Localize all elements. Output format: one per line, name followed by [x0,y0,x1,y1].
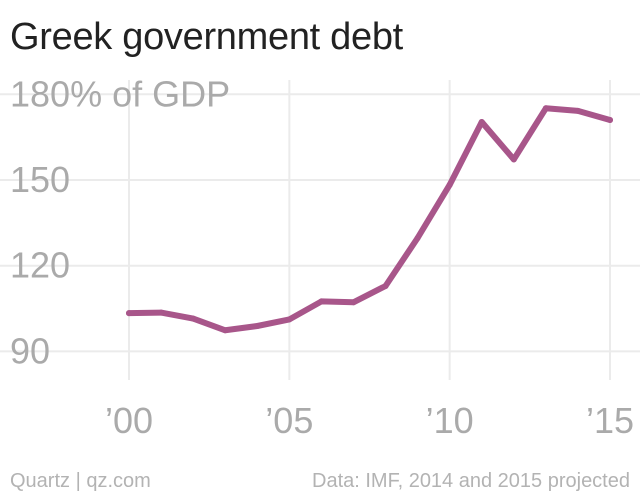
data-point-2000 [126,310,132,317]
data-point-2012 [510,156,517,163]
data-point-2001 [158,309,165,316]
data-point-2003 [222,327,229,334]
x-tick-label-1: ’05 [265,400,313,441]
data-source-note: Data: IMF, 2014 and 2015 projected [312,470,630,492]
data-point-2002 [190,315,197,322]
y-tick-label-1: 120 [10,245,70,286]
data-point-2010 [446,181,453,188]
source-credit: Quartz | qz.com [10,470,151,492]
data-point-2006 [318,298,325,305]
y-tick-label-0: 90 [10,330,50,371]
chart-footer: Quartz | qz.com Data: IMF, 2014 and 2015… [10,470,630,493]
y-tick-label-2: 150 [10,159,70,200]
x-tick-label-2: ’10 [426,400,474,441]
data-point-2008 [382,283,389,289]
data-point-2007 [350,299,357,306]
x-tick-label-3: ’15 [586,400,634,441]
chart-title: Greek government debt [10,16,403,58]
data-point-2009 [414,235,421,241]
data-point-2004 [254,323,261,329]
series-line-0 [126,105,613,334]
data-point-2015 [607,117,613,123]
y-tick-label-3: 180% of GDP [10,73,230,114]
x-tick-label-0: ’00 [105,400,153,441]
data-point-2005 [286,316,293,323]
data-point-2013 [542,105,549,112]
data-point-2014 [574,107,581,114]
data-point-2011 [478,119,485,125]
